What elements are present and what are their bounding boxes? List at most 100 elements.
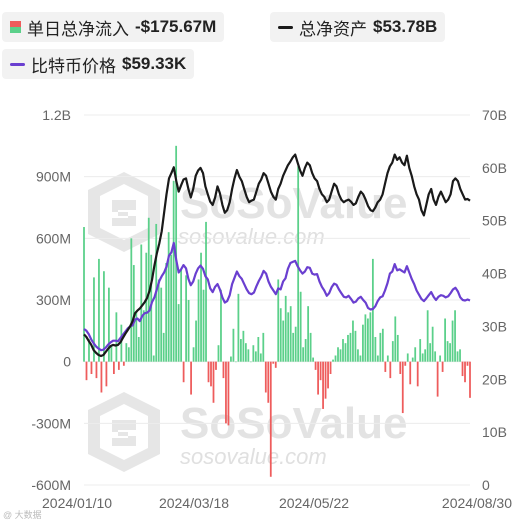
right-tick-label: 0	[482, 477, 490, 493]
flow-bar	[386, 355, 389, 362]
flow-bar	[401, 361, 404, 414]
flow-bar	[259, 353, 262, 362]
flow-bar	[329, 361, 332, 374]
right-axis-ticks: 0 10B 20B 30B 40B 50B 60B 70B	[482, 107, 507, 493]
legend-item-price[interactable]: 比特币价格 $59.33K	[2, 49, 195, 79]
flow-bar	[215, 361, 217, 370]
flow-bar	[456, 351, 459, 362]
flow-swatch	[10, 21, 21, 33]
flow-bar	[254, 351, 257, 362]
flow-bar	[247, 349, 250, 362]
flow-bar	[210, 361, 212, 387]
flow-bar	[292, 332, 295, 362]
flow-bar	[332, 359, 334, 362]
flow-bar	[299, 291, 302, 362]
legend-price-value: $59.33K	[122, 54, 187, 73]
legend-price-label: 比特币价格	[31, 56, 116, 76]
legend-assets-value: $53.78B	[373, 17, 438, 36]
flow-bar	[83, 227, 85, 362]
left-tick-label: 300M	[36, 292, 71, 308]
flow-bar	[160, 287, 163, 362]
flow-bar	[225, 361, 227, 424]
flow-bar	[195, 320, 197, 362]
legend-item-assets[interactable]: 总净资产 $53.78B	[270, 12, 446, 42]
flow-bar	[282, 320, 285, 362]
flow-bar	[120, 324, 123, 362]
flow-bar	[112, 361, 115, 374]
series-lines	[83, 153, 471, 358]
flow-bar	[312, 357, 315, 362]
flow-bar	[334, 355, 337, 362]
flow-bar	[324, 361, 327, 399]
flow-bar	[399, 361, 402, 374]
flow-bar	[93, 277, 95, 362]
left-axis-ticks: -600M -300M 0 300M 600M 900M 1.2B	[31, 107, 71, 493]
flow-bar	[279, 308, 282, 362]
flow-bar	[371, 258, 374, 362]
flow-bar	[137, 337, 140, 362]
flow-bar	[439, 355, 442, 362]
flow-bar	[180, 269, 183, 362]
flow-bar	[424, 349, 427, 362]
flow-bar	[419, 339, 422, 362]
flow-bar	[135, 312, 138, 362]
flow-bar	[103, 271, 105, 362]
flow-bar	[446, 341, 449, 362]
left-tick-label: 600M	[36, 230, 71, 246]
price-line	[83, 241, 471, 352]
flow-bar	[212, 361, 215, 403]
flow-bar	[239, 339, 242, 362]
legend-item-flow[interactable]: 单日总净流入 -$175.67M	[2, 12, 225, 42]
flow-bar	[362, 324, 364, 362]
flow-bar	[264, 361, 267, 393]
flow-bar	[190, 361, 192, 395]
flow-bar	[384, 361, 387, 372]
flow-bar	[170, 254, 173, 362]
flow-bar	[249, 361, 252, 363]
flow-bar	[200, 252, 202, 362]
left-tick-label: -300M	[31, 415, 71, 431]
flow-bar	[235, 361, 237, 363]
corner-watermark: @ 大数据	[3, 510, 42, 520]
flow-bar	[85, 361, 88, 381]
flow-bar	[426, 310, 429, 362]
flow-bar	[202, 289, 205, 362]
flow-bar	[98, 258, 100, 362]
flow-bar	[406, 353, 409, 362]
flow-bar	[441, 361, 444, 372]
price-swatch	[10, 62, 25, 66]
x-tick-label: 2024/08/30	[442, 495, 512, 511]
flow-bar	[142, 310, 145, 362]
flow-bar	[130, 238, 133, 362]
flow-bar	[140, 244, 143, 362]
flow-bar	[302, 347, 305, 362]
flow-bar	[389, 361, 392, 379]
right-tick-label: 20B	[482, 371, 507, 387]
flow-bar	[90, 361, 93, 374]
flow-bar	[125, 343, 128, 362]
flow-bar	[122, 361, 125, 366]
flow-bar	[220, 289, 222, 362]
flow-bar	[100, 361, 103, 393]
flow-bar	[110, 345, 113, 362]
flow-bar	[88, 339, 90, 362]
flow-bar	[342, 339, 344, 362]
flow-bar	[294, 326, 297, 362]
flow-bar	[172, 180, 175, 362]
flow-bar	[197, 279, 200, 362]
right-tick-label: 30B	[482, 318, 507, 334]
flow-bar	[304, 339, 307, 362]
flow-bar	[272, 361, 275, 364]
flow-bar	[352, 320, 354, 362]
flow-bar	[237, 293, 240, 362]
flow-bar	[464, 361, 466, 383]
flow-bar	[409, 361, 412, 385]
flow-bar	[117, 361, 120, 370]
flow-bar	[167, 232, 170, 362]
flow-bar	[242, 330, 245, 362]
left-tick-label: 0	[63, 354, 71, 370]
flow-bar	[364, 314, 367, 362]
flow-bar	[230, 356, 232, 362]
watermark-logo-top	[88, 172, 160, 252]
